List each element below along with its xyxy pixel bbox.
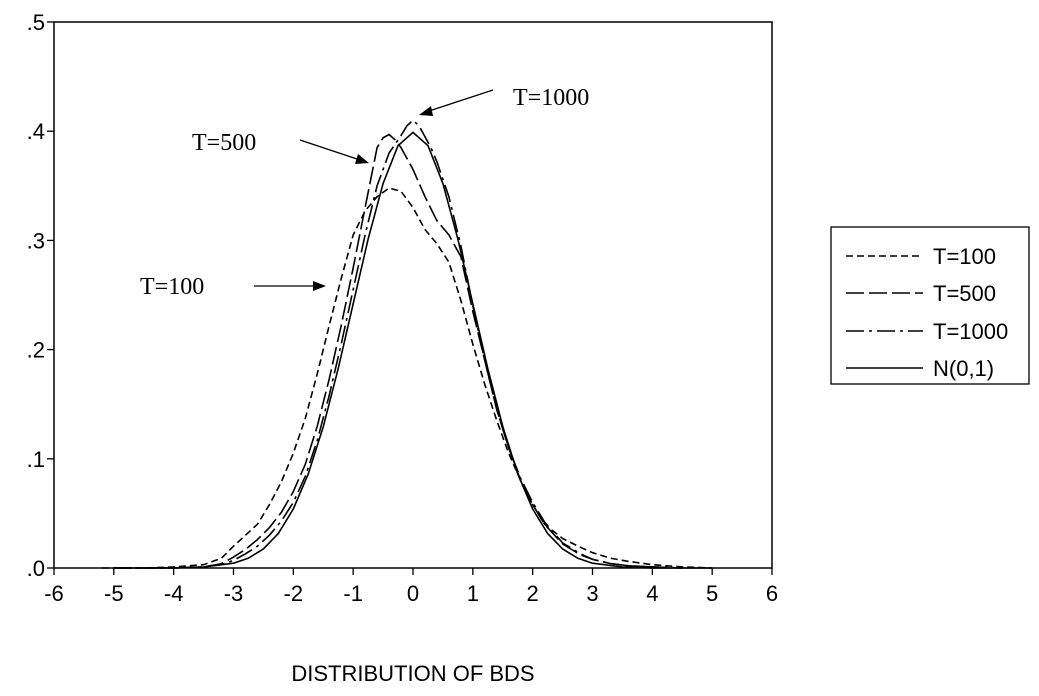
x-tick-label: 3 xyxy=(586,581,598,606)
y-tick-label: .0 xyxy=(27,556,45,581)
series-line-t500 xyxy=(113,133,683,569)
legend: T=100 T=500 T=1000 N(0,1) xyxy=(830,226,1030,385)
series-line-t100 xyxy=(101,187,713,569)
y-tick-label: .5 xyxy=(27,10,45,35)
series-line-n01 xyxy=(113,131,713,569)
y-tick-label: .2 xyxy=(27,338,45,363)
legend-box xyxy=(830,226,1030,385)
annotation-arrow-line-t500 xyxy=(299,139,361,161)
annotation-label-t500: T=500 xyxy=(192,130,256,156)
annotation-t500: T=500 xyxy=(192,130,369,164)
annotation-arrowhead-t1000 xyxy=(419,106,433,116)
annotation-t100: T=100 xyxy=(140,274,326,300)
x-tick-label: -3 xyxy=(224,581,244,606)
legend-label-normal: N(0,1) xyxy=(933,356,994,381)
y-tick-label: .1 xyxy=(27,447,45,472)
x-tick-label: -5 xyxy=(104,581,124,606)
legend-label-t1000: T=1000 xyxy=(933,319,1008,344)
annotation-arrowhead-t100 xyxy=(313,281,326,291)
x-axis-label: DISTRIBUTION OF BDS xyxy=(291,661,534,686)
x-tick-label: 4 xyxy=(646,581,658,606)
ticks-layer: -6 -5 -4 -3 -2 -1 0 1 2 3 4 5 6 .0 .1 .2 .3 .4 .5 xyxy=(27,10,778,606)
x-tick-label: -1 xyxy=(343,581,363,606)
x-tick-label: -2 xyxy=(284,581,304,606)
series-line-t1000 xyxy=(113,119,683,569)
x-tick-label: 2 xyxy=(527,581,539,606)
x-tick-label: 0 xyxy=(407,581,419,606)
annotation-arrow-line-t1000 xyxy=(425,89,494,113)
annotation-t1000: T=1000 xyxy=(419,85,589,116)
y-tick-label: .3 xyxy=(27,228,45,253)
x-tick-label: -4 xyxy=(164,581,184,606)
x-tick-label: 1 xyxy=(467,581,479,606)
y-tick-label: .4 xyxy=(27,119,45,144)
x-tick-label: 6 xyxy=(766,581,778,606)
x-tick-label: -6 xyxy=(44,581,64,606)
legend-label-t500: T=500 xyxy=(933,281,996,306)
series-layer xyxy=(101,119,713,569)
annotation-label-t100: T=100 xyxy=(140,274,204,300)
annotation-label-t1000: T=1000 xyxy=(513,85,589,111)
x-tick-label: 5 xyxy=(706,581,718,606)
annotation-arrowhead-t500 xyxy=(355,154,369,164)
legend-label-t100: T=100 xyxy=(933,244,996,269)
